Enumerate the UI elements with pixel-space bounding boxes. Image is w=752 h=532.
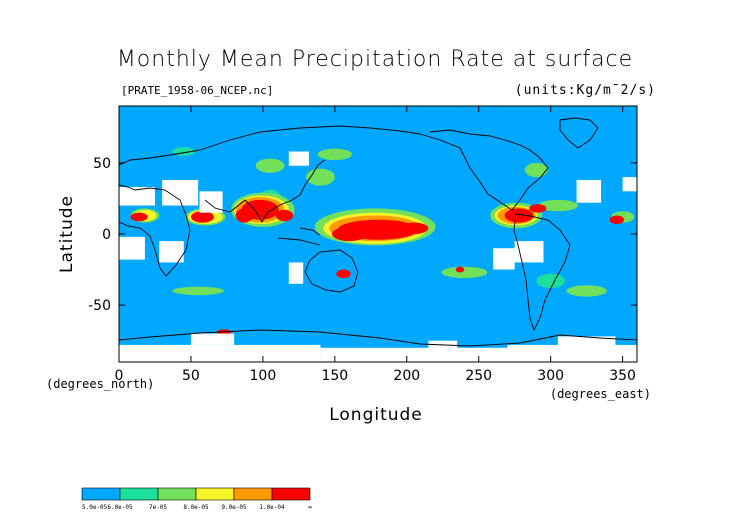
x-tick-label: 350 [609,368,636,384]
x-tick-label: 150 [321,368,348,384]
missing-data-block [622,177,637,192]
precip-region [399,222,429,234]
colorbar-label: 8.0e-05 [183,504,209,511]
missing-data-block [320,347,508,362]
x-tick-label: 100 [250,368,277,384]
missing-data-block [190,333,235,345]
coastlines [119,117,637,347]
colorbar-label: ∞ [308,504,312,511]
missing-data-block [576,179,602,203]
precip-region [172,286,225,296]
y-tick-label: 0 [102,227,111,243]
missing-data-layer [119,151,637,362]
y-tick-label: 50 [93,156,111,172]
x-tick-label: 250 [465,368,492,384]
missing-data-block [199,191,223,213]
precip-region [504,208,534,223]
precip-region [190,211,214,223]
missing-data-block [514,241,544,263]
precip-region [455,266,465,273]
y-axis: 50 0 -50 [88,156,637,314]
colorbar-label: 9.0e-05 [221,504,247,511]
x-tick-label: 50 [182,368,200,384]
chart-subtitle: [PRATE_1958-06_NCEP.nc] [121,84,273,97]
precip-region [524,162,548,178]
colorbar-swatch [271,487,311,501]
x-tick-label: 200 [393,368,420,384]
precip-region [317,148,353,161]
missing-data-block [119,344,321,362]
y-unit-label: (degrees_north) [46,377,154,391]
y-tick-label: -50 [88,298,111,314]
precip-region [255,158,285,173]
precip-region [441,266,488,279]
colorbar-label: 5.0e-05 [82,504,108,511]
missing-data-block [119,187,155,206]
x-axis: 0 50 100 150 200 250 300 350 [115,106,636,384]
x-tick-label: 300 [537,368,564,384]
plot-area [119,106,637,362]
units-label: (units:Kg/m¯2/s) [515,83,656,98]
colorbar-swatch [233,487,273,501]
missing-data-block [288,151,309,166]
x-axis-label: Longitude [329,405,423,425]
chart-title: Monthly Mean Precipitation Rate at surfa… [117,47,633,72]
missing-data-block [557,336,616,348]
colorbar-label: 7e-05 [149,504,167,511]
missing-data-block [428,340,458,351]
colorbar-label: 6.0e-05 [107,504,133,511]
y-axis-label: Latitude [57,195,77,273]
missing-data-block [507,344,637,362]
x-tick-label: 0 [115,368,124,384]
precip-region [336,269,351,279]
precip-region [536,273,566,289]
missing-data-block [162,179,199,206]
colorbar-swatch [195,487,235,501]
x-unit-label: (degrees_east) [550,387,651,401]
colorbar-swatch [119,487,159,501]
missing-data-block [119,236,145,260]
colorbar-swatch [81,487,121,501]
colorbar: 5.0e-05 6.0e-05 7e-05 8.0e-05 9.0e-05 1.0e-04… [81,487,312,511]
precip-region [331,226,367,242]
precip-region [566,285,607,297]
missing-data-block [493,248,515,270]
colorbar-swatch [157,487,197,501]
precip-region [275,209,294,222]
missing-data-block [288,262,304,284]
missing-data-block [159,241,184,263]
colorbar-label: 1.0e-04 [259,504,285,511]
precip-region [529,204,547,213]
precip-region [609,215,625,225]
precip-region [537,199,579,212]
precip-region [235,208,253,223]
precip-region [130,212,148,222]
